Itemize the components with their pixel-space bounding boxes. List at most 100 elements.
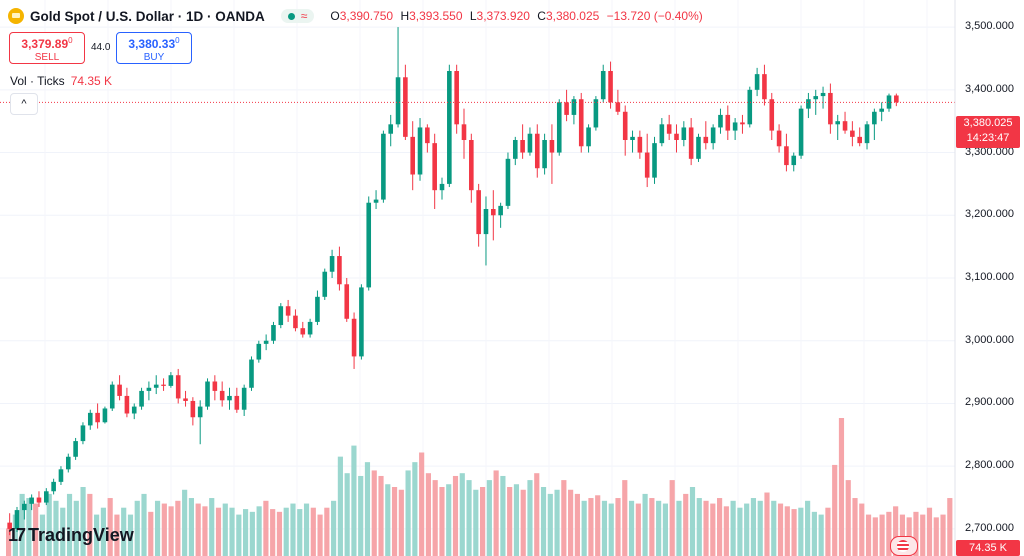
volume-bar [290, 503, 296, 556]
candle-body [315, 296, 320, 322]
volume-bar [838, 418, 845, 556]
volume-bar [574, 493, 580, 556]
volume-bar [446, 484, 452, 556]
candle-body [556, 102, 562, 153]
volume-bar [879, 514, 885, 556]
candle-body [879, 108, 884, 112]
bar-countdown: 14:23:47 [966, 132, 1010, 144]
candle-body [139, 390, 144, 407]
volume-bar [554, 489, 560, 556]
candle-body [630, 136, 635, 140]
volume-bar [100, 507, 106, 556]
volume-bar [439, 487, 445, 556]
candle-body [65, 456, 71, 470]
candle-body [146, 387, 152, 391]
volume-bar [642, 493, 648, 556]
volume-bar [595, 495, 601, 556]
candle-body [769, 99, 775, 131]
candle-body [740, 122, 745, 125]
volume-bar [412, 462, 418, 556]
candle-body [337, 256, 342, 285]
volume-label: Vol · Ticks [10, 74, 65, 88]
volume-bar [371, 470, 377, 556]
candle-body [373, 199, 379, 203]
volume-bar [256, 506, 262, 556]
volume-bar [364, 462, 371, 556]
collapse-legend-button[interactable]: ^ [10, 93, 38, 115]
tradingview-logo[interactable]: 17 TradingView [8, 525, 134, 546]
candle-body [205, 381, 210, 407]
volume-bar [324, 507, 330, 556]
candle-body [659, 124, 665, 144]
volume-bar [723, 506, 729, 556]
volume-bar [805, 500, 811, 556]
volume-bar [46, 493, 52, 556]
volume-bar [540, 487, 547, 556]
volume-bar [168, 506, 174, 556]
candle-body [432, 143, 437, 191]
volume-bar [236, 514, 242, 556]
volume-bar [188, 498, 194, 556]
volume-bar [534, 473, 540, 556]
candle-body [447, 71, 452, 184]
candle-body [696, 136, 701, 159]
candle-body [828, 92, 833, 125]
volume-bar [26, 498, 32, 556]
price-axis-label: 3,300.000 [965, 145, 1014, 158]
candle-body [80, 425, 86, 442]
candle-body [850, 130, 855, 137]
candle-body [22, 503, 27, 511]
volume-bar [784, 506, 790, 556]
candle-body [718, 114, 723, 128]
volume-bar [80, 487, 86, 556]
candle-body [483, 209, 489, 235]
candle-body [491, 209, 496, 216]
candle-body [498, 205, 503, 216]
candle-body [608, 71, 613, 103]
candle-body [593, 99, 599, 128]
volume-bar [926, 507, 933, 556]
change-value: −13.720 (−0.40%) [606, 9, 703, 23]
volume-bar [276, 511, 283, 556]
volume-bar [249, 511, 255, 556]
market-status[interactable]: ≈ [280, 9, 315, 23]
market-open-dot-icon [287, 12, 295, 20]
volume-bar [622, 480, 628, 556]
symbol-title[interactable]: Gold Spot / U.S. Dollar · 1D · OANDA [30, 8, 265, 24]
candle-body [153, 384, 159, 388]
candle-body [776, 130, 782, 147]
volume-bar [656, 500, 662, 556]
volume-bar [121, 507, 127, 556]
us-market-flag-icon[interactable] [890, 536, 918, 556]
volume-bar [73, 500, 79, 556]
candle-body [762, 74, 767, 100]
candle-body [754, 74, 760, 90]
volume-bar [148, 511, 154, 556]
candle-body [886, 95, 892, 109]
candle-body [388, 124, 394, 134]
candle-body [512, 140, 518, 159]
candle-body [168, 375, 174, 386]
volume-bar [703, 500, 709, 556]
price-axis-label: 2,800.000 [965, 459, 1014, 472]
volume-bar [771, 500, 777, 556]
volume-bar [547, 493, 553, 556]
volume-bar [608, 503, 614, 556]
volume-bar [568, 489, 574, 556]
volume-bar [689, 487, 696, 556]
candle-body [454, 71, 459, 125]
volume-bar [452, 475, 459, 556]
volume-bar [283, 507, 289, 556]
volume-legend[interactable]: Vol · Ticks 74.35 K [10, 74, 112, 88]
volume-bar [859, 503, 865, 556]
volume-bar [154, 500, 161, 556]
wave-icon: ≈ [300, 9, 308, 23]
buy-button[interactable]: 3,380.330 BUY [116, 32, 192, 64]
candle-body [806, 99, 811, 109]
candle-body [476, 190, 481, 235]
sell-button[interactable]: 3,379.890 SELL [9, 32, 85, 64]
volume-bar [134, 500, 140, 556]
volume-bar [662, 503, 668, 556]
spread-value: 44.0 [91, 42, 111, 53]
